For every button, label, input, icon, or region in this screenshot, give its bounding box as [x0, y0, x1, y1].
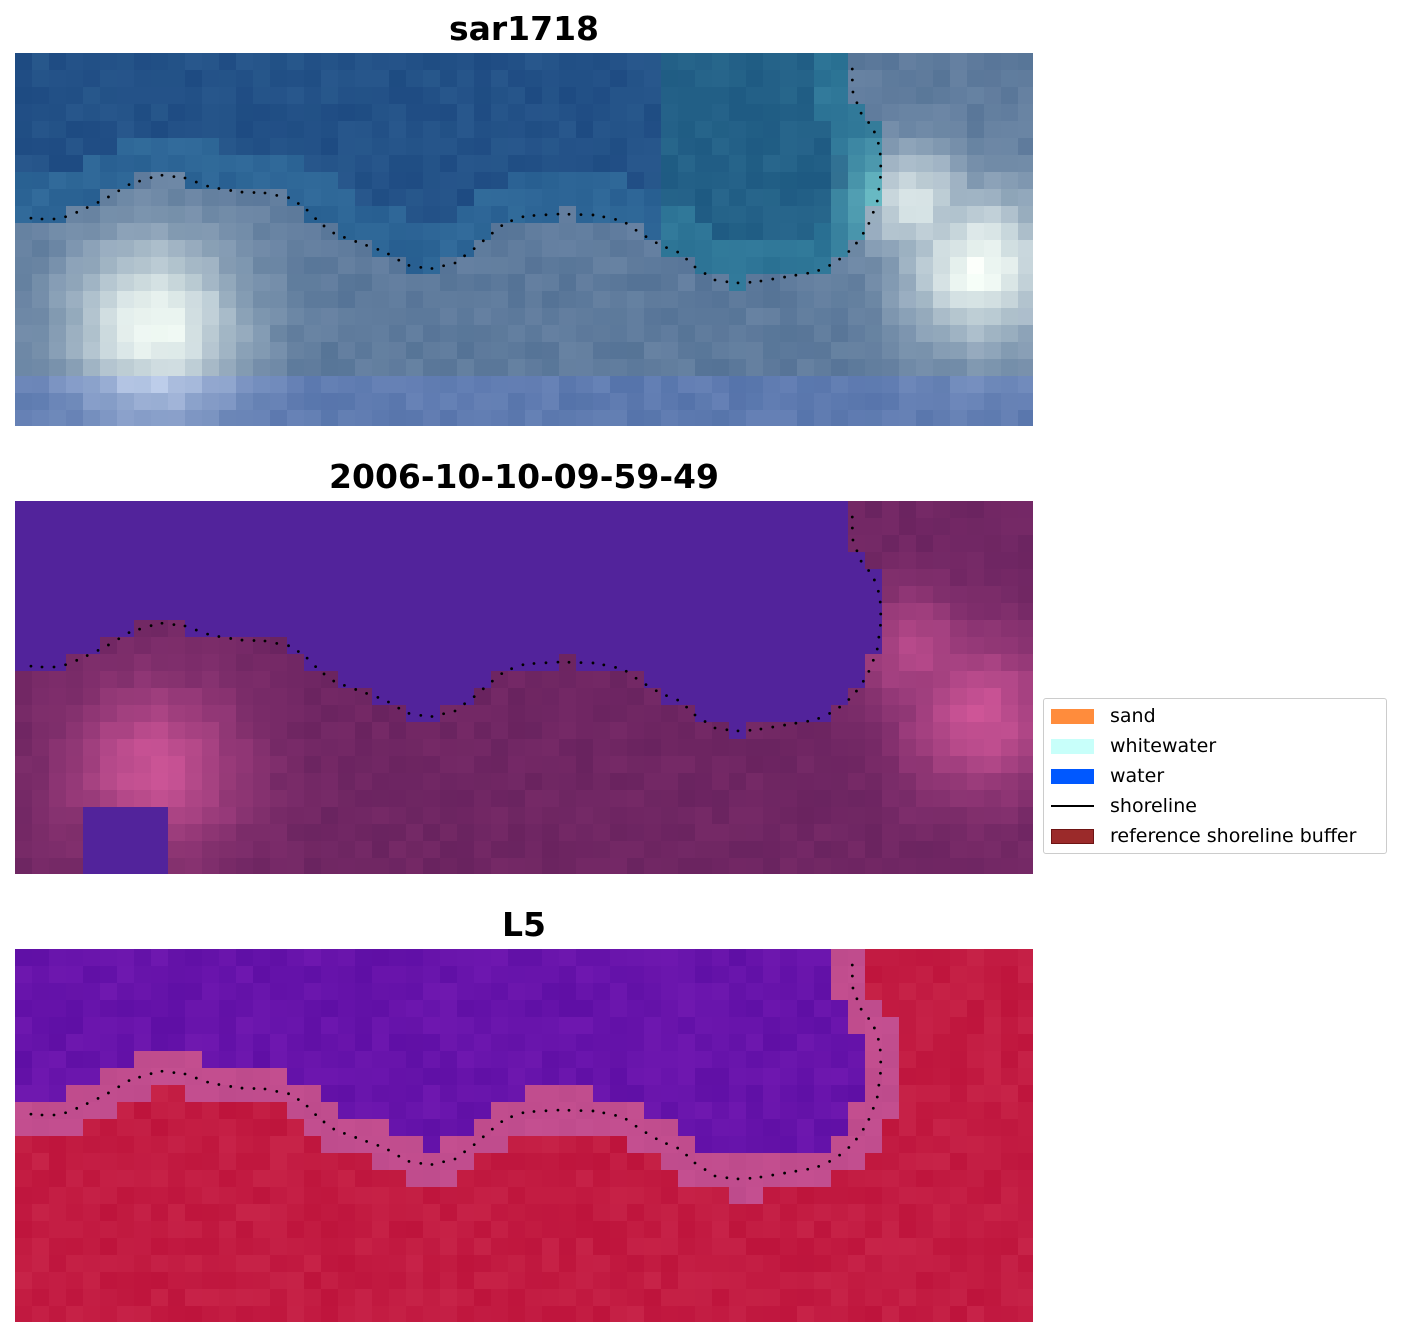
panel-index-image	[15, 949, 1033, 1322]
panel-title-classified: 2006-10-10-09-59-49	[329, 457, 719, 496]
water-swatch	[1051, 768, 1094, 784]
legend-label: sand	[1110, 705, 1156, 727]
legend-label: whitewater	[1110, 735, 1217, 757]
shoreline-line-swatch	[1051, 805, 1094, 807]
panel-title-index: L5	[502, 905, 546, 944]
legend-item-water: water	[1051, 765, 1164, 787]
shoreline-dots	[29, 67, 883, 285]
shoreline-dots	[29, 515, 883, 733]
legend-label: shoreline	[1110, 795, 1197, 817]
legend-item-whitewater: whitewater	[1051, 735, 1216, 757]
panel-title-rgb: sar1718	[448, 9, 600, 48]
legend-label: water	[1110, 765, 1165, 787]
shoreline-dots	[29, 963, 883, 1181]
legend-item-reference-buffer: reference shoreline buffer	[1051, 825, 1356, 847]
legend-item-sand: sand	[1051, 705, 1156, 727]
whitewater-swatch	[1051, 738, 1094, 754]
panel-rgb-image	[15, 53, 1033, 426]
legend-label: reference shoreline buffer	[1110, 825, 1357, 847]
legend-item-shoreline: shoreline	[1051, 795, 1197, 817]
panel-classified-image	[15, 501, 1033, 874]
legend: sand whitewater water shoreline referenc…	[1043, 698, 1387, 854]
sand-swatch	[1051, 708, 1094, 724]
reference-buffer-swatch	[1051, 828, 1094, 844]
